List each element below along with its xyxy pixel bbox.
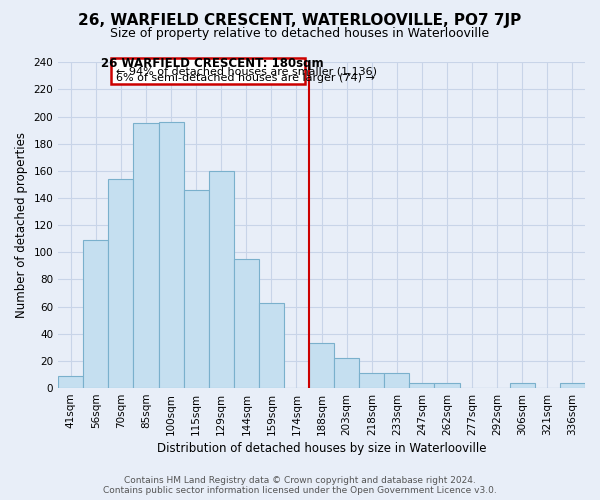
Bar [385,373,409,388]
Bar [334,358,359,388]
Bar [434,382,460,388]
Bar [560,382,585,388]
Text: Contains HM Land Registry data © Crown copyright and database right 2024.
Contai: Contains HM Land Registry data © Crown c… [103,476,497,495]
Bar [409,382,434,388]
Text: ← 94% of detached houses are smaller (1,136): ← 94% of detached houses are smaller (1,… [116,66,377,76]
Bar [209,171,234,388]
Text: Size of property relative to detached houses in Waterlooville: Size of property relative to detached ho… [110,28,490,40]
Bar [234,259,259,388]
Bar [111,58,305,84]
X-axis label: Distribution of detached houses by size in Waterlooville: Distribution of detached houses by size … [157,442,487,455]
Text: 6% of semi-detached houses are larger (74) →: 6% of semi-detached houses are larger (7… [116,74,375,84]
Bar [359,373,385,388]
Bar [58,376,83,388]
Bar [83,240,109,388]
Bar [309,344,334,388]
Bar [259,302,284,388]
Bar [184,190,209,388]
Text: 26 WARFIELD CRESCENT: 180sqm: 26 WARFIELD CRESCENT: 180sqm [101,58,323,70]
Bar [510,382,535,388]
Text: 26, WARFIELD CRESCENT, WATERLOOVILLE, PO7 7JP: 26, WARFIELD CRESCENT, WATERLOOVILLE, PO… [79,12,521,28]
Bar [133,124,158,388]
Y-axis label: Number of detached properties: Number of detached properties [15,132,28,318]
Bar [109,179,133,388]
Bar [158,122,184,388]
